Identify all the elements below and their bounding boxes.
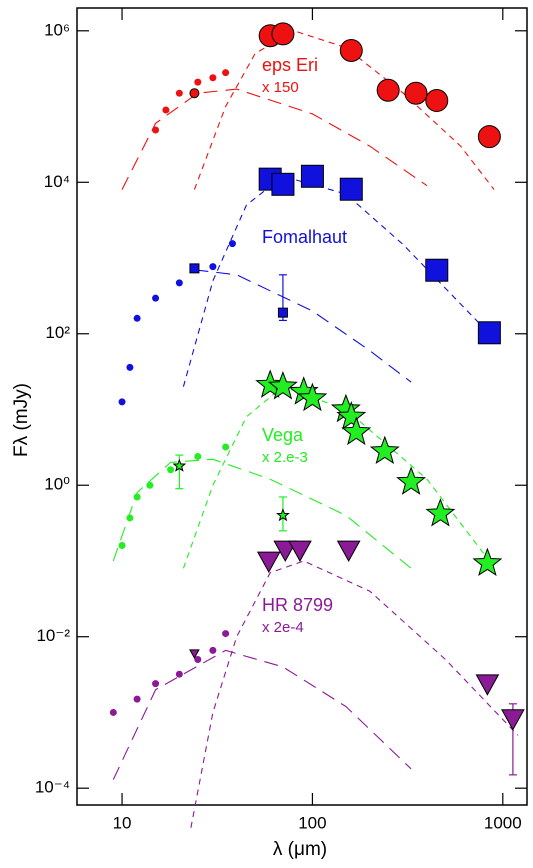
- spectrum-point: [133, 695, 141, 703]
- model-curve: [190, 560, 519, 828]
- spectrum-point: [209, 74, 217, 82]
- data-point: [501, 709, 525, 731]
- spectrum-point: [222, 443, 230, 451]
- x-tick-label: 1000: [484, 813, 522, 832]
- spectrum-point: [146, 481, 154, 489]
- spectrum-point: [152, 680, 160, 688]
- spectrum-point: [194, 656, 202, 664]
- data-point: [341, 416, 372, 446]
- data-point: [271, 22, 295, 46]
- spectrum-point: [175, 670, 183, 678]
- data-point: [189, 263, 200, 274]
- x-tick-label: 100: [298, 813, 326, 832]
- model-curve: [112, 458, 412, 569]
- y-axis-label: Fλ (mJy): [11, 383, 32, 457]
- data-point: [425, 258, 449, 282]
- data-point: [172, 458, 187, 472]
- spectrum-point: [167, 466, 175, 474]
- model-curve: [121, 88, 428, 190]
- model-curve: [112, 649, 412, 780]
- spectrum-point: [175, 89, 183, 97]
- data-point: [396, 466, 427, 495]
- spectrum-point: [133, 314, 141, 322]
- data-point: [425, 89, 449, 113]
- spectrum-point: [152, 294, 160, 302]
- data-point: [369, 435, 400, 465]
- star-label: Vega: [262, 425, 304, 445]
- spectrum-point: [175, 279, 183, 287]
- x-axis-label: λ (μm): [273, 839, 327, 860]
- spectrum-point: [209, 263, 217, 271]
- data-point: [472, 547, 503, 577]
- data-point: [256, 551, 281, 574]
- data-point: [339, 38, 363, 62]
- spectrum-point: [152, 126, 160, 134]
- data-point: [277, 307, 288, 318]
- scale-label: x 2e-4: [262, 619, 304, 636]
- data-point: [477, 321, 501, 345]
- spectrum-point: [228, 240, 236, 248]
- y-tick-label: 10⁶: [44, 20, 70, 39]
- spectrum-point: [109, 708, 117, 716]
- star-label: Fomalhaut: [262, 227, 347, 247]
- y-tick-label: 10⁻⁴: [35, 778, 70, 797]
- spectrum-point: [133, 493, 141, 501]
- model-curve: [193, 30, 495, 190]
- scale-label: x 150: [262, 79, 299, 96]
- plot-frame: [76, 7, 528, 806]
- star-label: HR 8799: [262, 595, 333, 615]
- model-curve: [182, 386, 490, 569]
- spectrum-point: [209, 646, 217, 654]
- data-point: [339, 177, 363, 201]
- data-point: [336, 401, 367, 430]
- scale-label: x 2.e-3: [262, 449, 308, 466]
- data-point: [267, 370, 298, 400]
- y-tick-label: 10²: [45, 323, 70, 342]
- spectrum-point: [126, 514, 134, 522]
- data-point: [288, 540, 312, 562]
- data-point: [189, 649, 200, 660]
- data-point: [297, 382, 328, 412]
- data-point: [189, 88, 200, 99]
- spectrum-point: [222, 69, 230, 77]
- data-point: [273, 540, 298, 562]
- x-tick-label: 10: [113, 813, 132, 832]
- spectrum-point: [222, 630, 230, 638]
- model-curve: [194, 269, 412, 383]
- y-tick-label: 10⁻²: [36, 626, 70, 645]
- data-point: [336, 540, 361, 562]
- spectrum-point: [194, 78, 202, 86]
- star-label: eps Eri: [262, 55, 318, 75]
- y-tick-label: 10⁰: [44, 475, 70, 494]
- data-point: [477, 125, 501, 149]
- spectrum-point: [118, 398, 126, 406]
- spectrum-point: [118, 542, 126, 550]
- data-point: [300, 164, 324, 188]
- y-tick-label: 10⁴: [44, 172, 70, 191]
- data-point: [425, 498, 456, 527]
- data-point: [404, 81, 428, 105]
- data-point: [376, 78, 400, 102]
- spectrum-point: [194, 452, 202, 460]
- data-point: [276, 508, 290, 522]
- spectrum-point: [162, 106, 170, 114]
- data-point: [271, 172, 295, 196]
- spectrum-point: [126, 363, 134, 371]
- data-point: [475, 674, 500, 696]
